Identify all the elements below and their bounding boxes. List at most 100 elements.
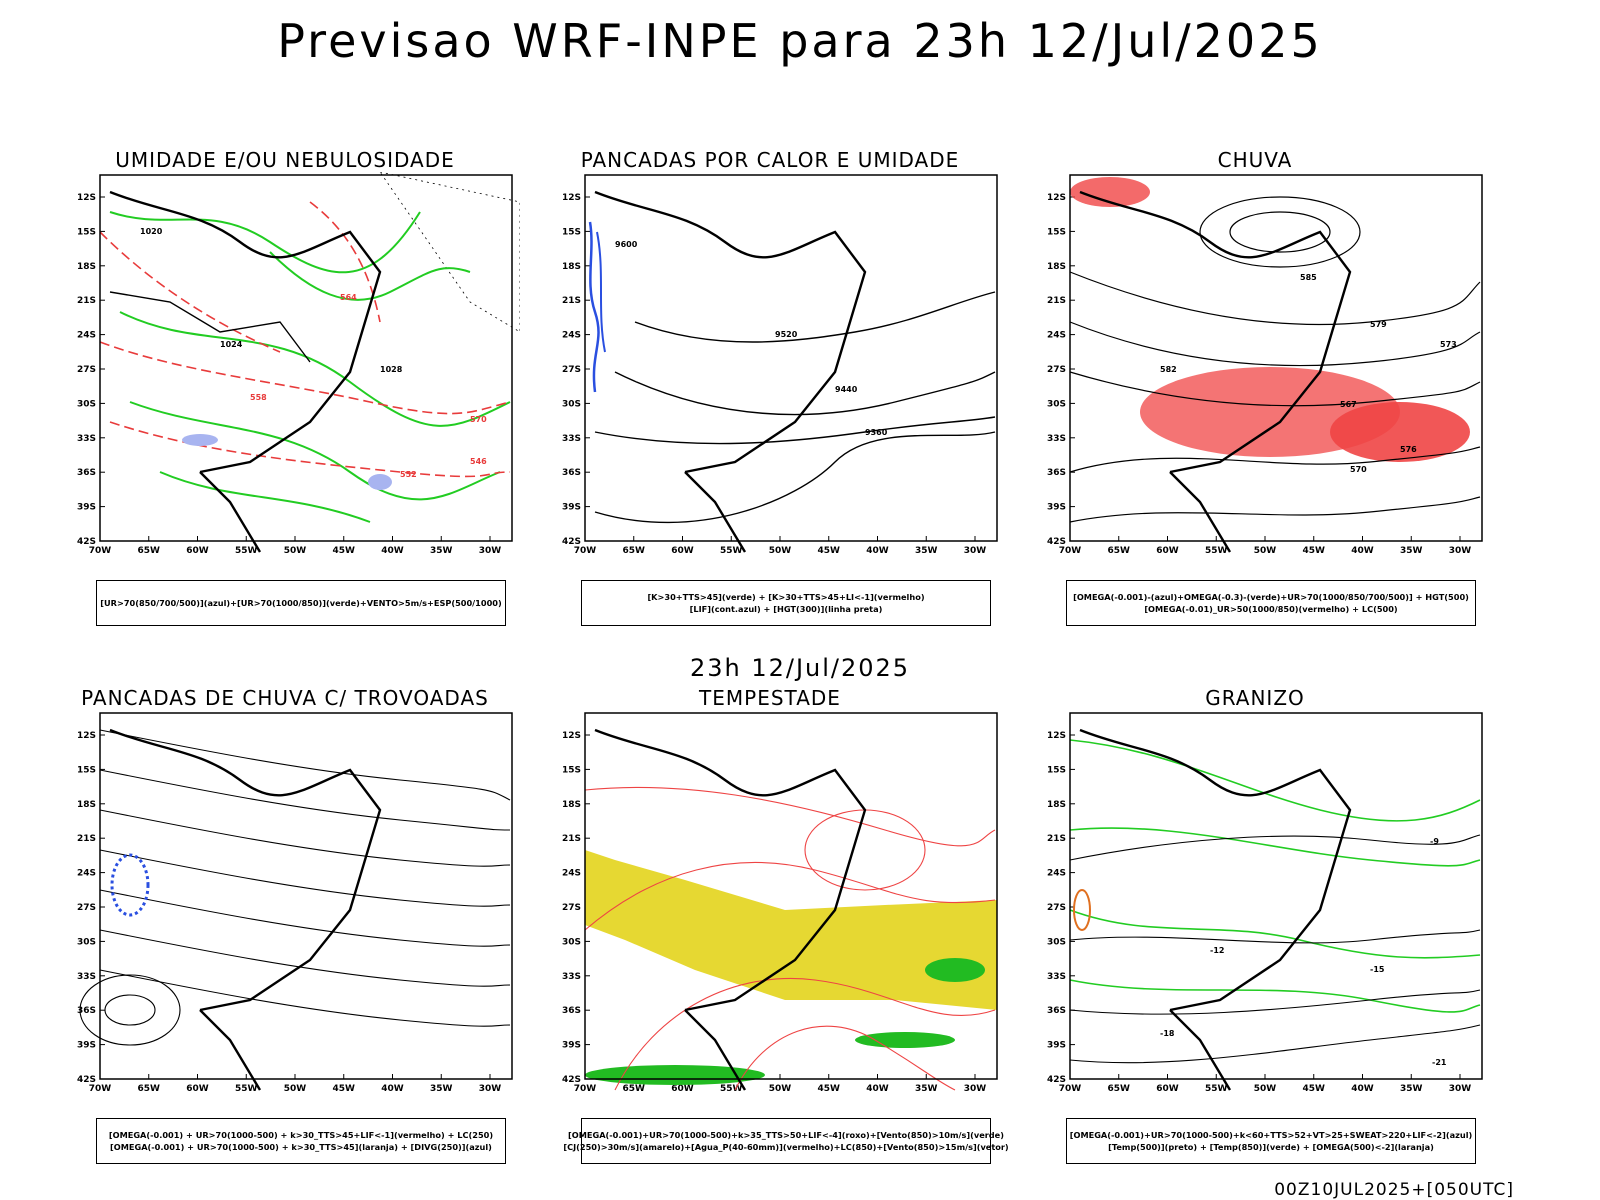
lon-tick-label: 70W (1059, 1084, 1082, 1094)
lon-tick-label: 30W (964, 546, 987, 556)
legend-trovoadas: [OMEGA(-0.001) + UR>70(1000-500) + k>30_… (96, 1118, 506, 1164)
contour-label: 576 (1400, 445, 1417, 454)
lon-tick-label: 70W (574, 1084, 597, 1094)
contour-label: 564 (340, 293, 357, 302)
lat-tick-label: 27S (1047, 365, 1066, 375)
panel-chuva: CHUVA 12S 15S 18S 21S 24S 27S 30S 33S 36S 39S 42S 7… (1020, 148, 1490, 626)
lon-tick-label: 60W (671, 546, 694, 556)
lat-tick-label: 30S (1047, 937, 1066, 947)
contour-label: 585 (1300, 273, 1317, 282)
forecast-stamp: 00Z10JUL2025+[050UTC] (1274, 1180, 1514, 1200)
lat-tick-label: 12S (77, 193, 96, 203)
lon-tick-label: 70W (1059, 546, 1082, 556)
lon-tick-label: 60W (186, 546, 209, 556)
lon-tick-label: 50W (769, 1084, 792, 1094)
lat-tick-label: 21S (1047, 834, 1066, 844)
panel-umidade: UMIDADE E/OU NEBULOSIDADE 12S 15S 18S 21S 24… (50, 148, 520, 626)
lat-tick-label: 15S (77, 765, 96, 775)
lat-tick-label: 36S (77, 468, 96, 478)
lon-tick-label: 40W (1351, 546, 1374, 556)
lat-tick-label: 42S (1047, 537, 1066, 547)
lat-tick-label: 12S (77, 731, 96, 741)
lat-tick-label: 18S (1047, 800, 1066, 810)
lon-tick-label: 45W (818, 546, 841, 556)
contour-label: -15 (1370, 965, 1385, 974)
lat-tick-label: 12S (1047, 193, 1066, 203)
lon-tick-label: 35W (430, 1084, 453, 1094)
lat-tick-label: 15S (562, 227, 581, 237)
contour-label: 9520 (775, 330, 798, 339)
lat-tick-label: 36S (77, 1006, 96, 1016)
lon-tick-label: 45W (818, 1084, 841, 1094)
legend-granizo: [OMEGA(-0.001)+UR>70(1000-500)+k<60+TTS>… (1066, 1118, 1476, 1164)
lon-tick-label: 50W (1254, 1084, 1277, 1094)
lon-tick-label: 60W (1156, 546, 1179, 556)
lat-tick-label: 42S (77, 537, 96, 547)
lon-tick-label: 55W (1205, 1084, 1228, 1094)
lon-tick-label: 50W (284, 1084, 307, 1094)
lat-tick-label: 33S (1047, 434, 1066, 444)
legend-line: [OMEGA(-0.001)+UR>70(1000-500)+k>35_TTS>… (568, 1130, 1004, 1140)
lon-tick-label: 65W (138, 1084, 161, 1094)
lat-tick-label: 33S (562, 972, 581, 982)
panel-title: GRANIZO (1205, 686, 1305, 710)
lat-tick-label: 30S (562, 937, 581, 947)
lat-tick-label: 33S (77, 434, 96, 444)
lon-tick-label: 45W (1303, 546, 1326, 556)
lat-tick-label: 36S (562, 468, 581, 478)
legend-line: [OMEGA(-0.001)-(azul)+OMEGA(-0.3)-(verde… (1073, 592, 1469, 602)
contour-label: 1024 (220, 340, 243, 349)
lat-tick-label: 18S (562, 262, 581, 272)
contour-label: 579 (1370, 320, 1387, 329)
lat-tick-label: 15S (77, 227, 96, 237)
lat-tick-label: 42S (562, 1075, 581, 1085)
lon-tick-label: 60W (671, 1084, 694, 1094)
lon-tick-label: 65W (1108, 546, 1131, 556)
contour-label: -21 (1432, 1058, 1447, 1067)
lat-tick-label: 21S (562, 834, 581, 844)
lon-tick-label: 40W (1351, 1084, 1374, 1094)
lat-tick-label: 21S (1047, 296, 1066, 306)
lat-tick-label: 15S (1047, 765, 1066, 775)
lat-tick-label: 33S (562, 434, 581, 444)
lat-tick-label: 39S (1047, 1041, 1066, 1051)
lon-tick-label: 55W (235, 1084, 258, 1094)
contour-label: 570 (470, 415, 487, 424)
lon-tick-label: 60W (1156, 1084, 1179, 1094)
lon-tick-label: 30W (1449, 546, 1472, 556)
contour-label: 1020 (140, 227, 163, 236)
lat-tick-label: 27S (562, 365, 581, 375)
lon-tick-label: 30W (964, 1084, 987, 1094)
lat-tick-label: 18S (1047, 262, 1066, 272)
lon-tick-label: 50W (1254, 546, 1277, 556)
lat-tick-label: 30S (1047, 399, 1066, 409)
lat-tick-label: 39S (562, 1041, 581, 1051)
lat-tick-label: 27S (562, 903, 581, 913)
lon-tick-label: 40W (866, 546, 889, 556)
lat-tick-label: 15S (1047, 227, 1066, 237)
legend-tempestade: [OMEGA(-0.001)+UR>70(1000-500)+k>35_TTS>… (563, 1118, 1009, 1164)
lat-tick-label: 21S (77, 296, 96, 306)
legend-umidade: [UR>70(850/700/500)](azul)+[UR>70(1000/8… (96, 580, 506, 626)
lon-tick-label: 30W (479, 546, 502, 556)
lon-tick-label: 55W (1205, 546, 1228, 556)
lon-tick-label: 40W (381, 546, 404, 556)
contour-label: -9 (1430, 837, 1439, 846)
lat-tick-label: 39S (77, 1041, 96, 1051)
lat-tick-label: 27S (1047, 903, 1066, 913)
lon-tick-label: 35W (915, 546, 938, 556)
lon-tick-label: 40W (381, 1084, 404, 1094)
contour-label: 9360 (865, 428, 888, 437)
legend-line: [OMEGA(-0.001)+UR>70(1000-500)+k<60+TTS>… (1069, 1130, 1473, 1140)
lat-tick-label: 36S (1047, 1006, 1066, 1016)
lat-tick-label: 36S (1047, 468, 1066, 478)
legend-line: [UR>70(850/700/500)](azul)+[UR>70(1000/8… (100, 598, 502, 608)
lat-tick-label: 12S (1047, 731, 1066, 741)
lon-tick-label: 50W (284, 546, 307, 556)
panel-title: CHUVA (1217, 148, 1293, 172)
lat-tick-label: 39S (562, 503, 581, 513)
